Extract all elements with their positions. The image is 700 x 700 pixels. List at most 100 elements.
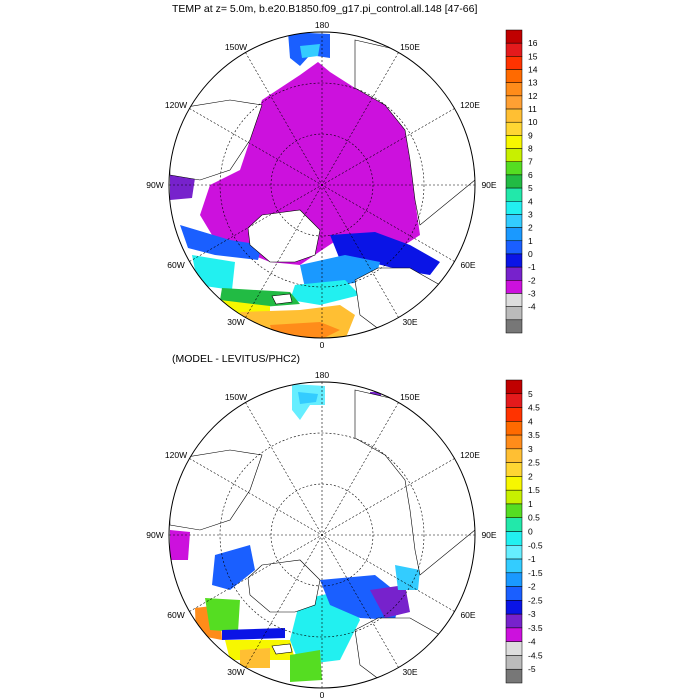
colorbar-swatch [505,174,523,189]
colorbar-swatch [505,306,523,321]
bottom-kara-cyan [395,565,420,590]
colorbar-tick-label: 4 [528,416,533,426]
colorbar-tick-label: -2 [528,582,536,592]
bottom-atlantic-orange [240,648,270,668]
top-arctic-magenta-field [200,62,420,265]
lon-label-90e: 90E [481,180,496,190]
colorbar-swatch [505,558,523,574]
colorbar-tick-label: 1.5 [528,485,540,495]
colorbar-swatch [505,121,523,136]
colorbar-tick-label: -3.5 [528,623,543,633]
colorbar-swatch [505,586,523,601]
top-graticule [169,32,475,338]
colorbar-swatch [505,253,523,268]
bottom-greenland [247,559,321,613]
top-baffin-purple [170,175,195,200]
lon-label-60e: 60E [460,260,475,270]
colorbar-tick-label: 0 [528,249,533,259]
bottom-map-border [168,381,476,689]
lon-label-120e: 120E [460,450,480,460]
colorbar-swatch [505,280,523,294]
lon-label-30e: 30E [402,317,417,327]
colorbar-tick-label: 2 [528,471,533,481]
bottom-iceland [271,643,293,655]
colorbar-tick-label: 5 [528,389,533,399]
lon-label-90w: 90W [146,530,163,540]
colorbar-tick-label: 4 [528,196,533,206]
colorbar-tick-label: 5 [528,183,533,193]
colorbar-swatch [505,319,523,334]
lon-label-60w: 60W [167,610,184,620]
lon-label-60w: 60W [167,260,184,270]
top-lon-labels: 180 0 150W 150E 120W 120E 90W 90E 60W 60… [146,20,497,350]
bottom-scandinavia [354,617,441,681]
colorbar-tick-label: 12 [528,91,538,101]
colorbar-swatch [505,434,523,450]
colorbar-swatch [505,82,523,97]
colorbar-swatch [505,187,523,202]
colorbar-swatch [505,489,523,505]
colorbar-tick-label: -2.5 [528,595,543,605]
colorbar-tick-label: -1 [528,554,536,564]
colorbar-tick-label: 3 [528,209,533,219]
colorbar-swatch [505,108,523,123]
colorbar-swatch [505,42,523,57]
colorbar-swatch [505,503,523,518]
colorbar-swatch [505,95,523,110]
lon-label-30e: 30E [402,667,417,677]
colorbar-swatch [505,627,523,642]
colorbar-tick-label: 7 [528,157,533,167]
colorbar-tick-label: 1 [528,236,533,246]
bottom-canada [169,449,263,531]
bottom-atlantic-band-blue [222,628,285,640]
colorbar-tick-label: 0 [528,527,533,537]
lon-label-120e: 120E [460,100,480,110]
colorbar-swatch [505,161,523,176]
colorbar-swatch [505,421,523,436]
colorbar-swatch [505,201,523,215]
bottom-siberia [354,389,475,576]
lon-label-120w: 120W [165,450,187,460]
colorbar-tick-label: 1 [528,499,533,509]
lon-label-60e: 60E [460,610,475,620]
colorbar-swatch [505,266,523,281]
colorbar-tick-label: 3.5 [528,430,540,440]
top-labrador-band [180,225,262,260]
colorbar-swatch [505,407,523,422]
colorbar-tick-label: 0.5 [528,513,540,523]
colorbar-swatch [505,641,523,656]
colorbar-swatch [505,240,523,255]
bottom-labrador-blue [212,545,255,590]
top-panel: TEMP at z= 5.0m, b.e20.B1850.f09_g17.pi_… [146,3,537,350]
lon-label-150e: 150E [400,42,420,52]
top-greenland [247,209,321,263]
colorbar-tick-label: 2.5 [528,458,540,468]
colorbar-swatch [505,135,523,149]
colorbar-swatch [505,29,523,44]
colorbar-tick-label: -0.5 [528,540,543,550]
top-labrador-cyan [192,255,235,290]
colorbar-swatch [505,462,523,477]
colorbar-tick-label: -1 [528,262,536,272]
bottom-panel: (MODEL - LEVITUS/PHC2) [146,353,543,700]
bottom-barents-blue [320,575,400,620]
colorbar-swatch [505,56,523,70]
colorbar-tick-label: 2 [528,223,533,233]
colorbar-swatch [505,668,523,684]
colorbar-swatch [505,227,523,242]
bottom-lon-labels: 180 0 150W 150E 120W 120E 90W 90E 60W 60… [146,370,497,700]
colorbar-swatch [505,214,523,228]
bottom-graticule [169,382,475,688]
bottom-pacific-blue [298,392,318,404]
colorbar-swatch [505,69,523,83]
colorbar-tick-label: -4 [528,637,536,647]
top-canada [169,99,263,181]
bottom-barents-purple [370,585,410,618]
colorbar-tick-label: 13 [528,78,538,88]
top-iceland [271,293,293,305]
bottom-baffin-magenta [170,530,190,560]
lon-label-30w: 30W [227,317,244,327]
colorbar-swatch [505,613,523,629]
